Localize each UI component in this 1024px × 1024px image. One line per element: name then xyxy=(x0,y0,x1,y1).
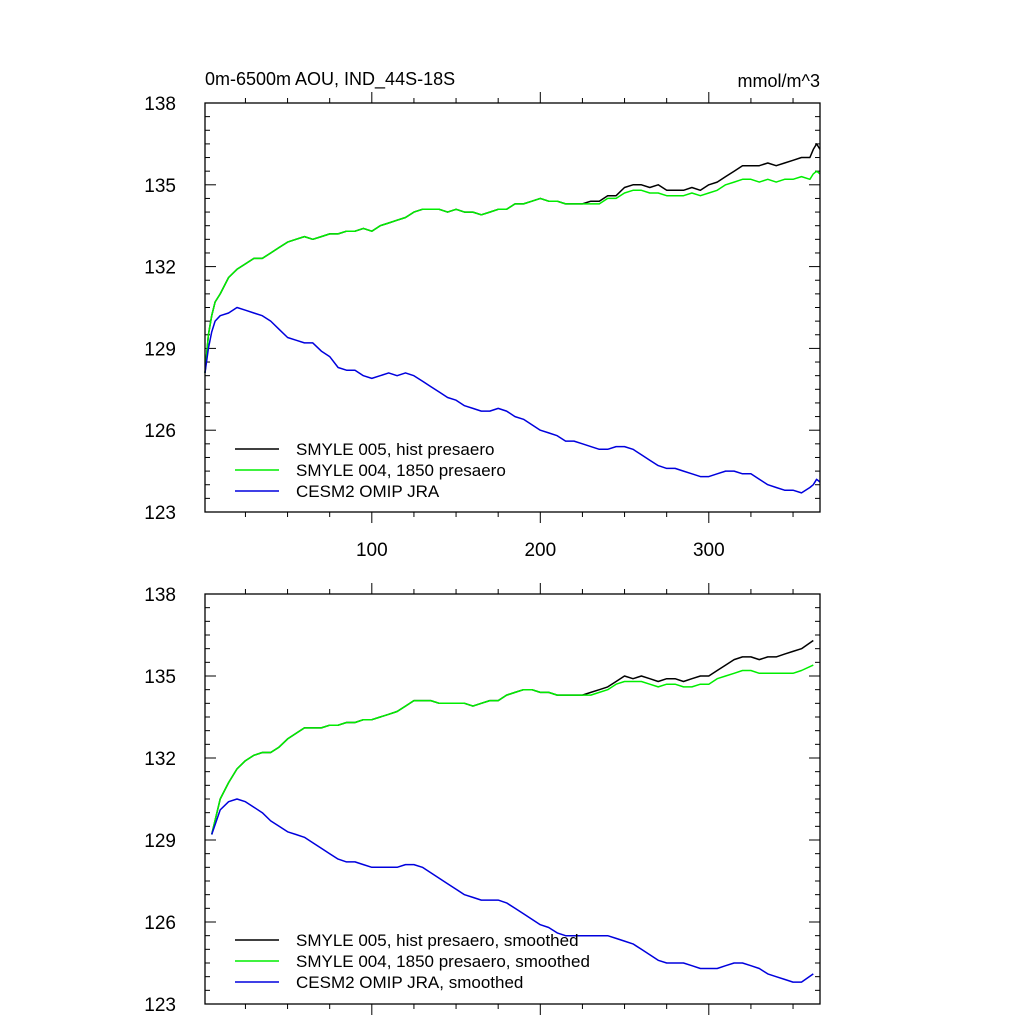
legend-label: CESM2 OMIP JRA xyxy=(296,482,440,501)
y-tick-label: 132 xyxy=(144,258,176,279)
y-tick-label: 138 xyxy=(144,585,176,606)
plot-frame xyxy=(204,593,821,1005)
y-tick-label: 126 xyxy=(144,421,176,442)
y-tick-label: 135 xyxy=(144,176,176,197)
panel-title: 0m-6500m AOU, IND_44S-18S xyxy=(205,69,455,90)
y-tick-label: 123 xyxy=(144,995,176,1016)
bottom-panel: 123 126 129 132 135 138 SMYLE 005, hist presa… xyxy=(144,583,821,1016)
y-tick-label: 135 xyxy=(144,667,176,688)
legend-label: SMYLE 004, 1850 presaero, smoothed xyxy=(296,952,590,971)
y-tick-label: 129 xyxy=(144,831,176,852)
series-line-1 xyxy=(204,170,821,373)
y-tick-label: 126 xyxy=(144,913,176,934)
x-tick-label: 100 xyxy=(356,540,388,561)
y-tick-label: 138 xyxy=(144,94,176,115)
plot-frame xyxy=(204,102,821,513)
series-line-2 xyxy=(210,798,814,983)
series-line-0 xyxy=(210,639,814,835)
series-line-2 xyxy=(204,306,821,494)
units-label: mmol/m^3 xyxy=(738,71,820,91)
legend-label: CESM2 OMIP JRA, smoothed xyxy=(296,973,523,992)
x-tick-label: 200 xyxy=(524,540,556,561)
series-line-0 xyxy=(204,143,821,373)
legend-label: SMYLE 005, hist presaero, smoothed xyxy=(296,931,579,950)
legend-label: SMYLE 005, hist presaero xyxy=(296,440,494,459)
y-tick-label: 123 xyxy=(144,503,176,524)
series-line-1 xyxy=(210,664,814,835)
legend-label: SMYLE 004, 1850 presaero xyxy=(296,461,506,480)
y-tick-label: 129 xyxy=(144,339,176,360)
x-tick-label: 300 xyxy=(693,540,725,561)
top-panel: 0m-6500m AOU, IND_44S-18S mmol/m^3 123 12… xyxy=(144,69,821,561)
y-tick-label: 132 xyxy=(144,749,176,770)
